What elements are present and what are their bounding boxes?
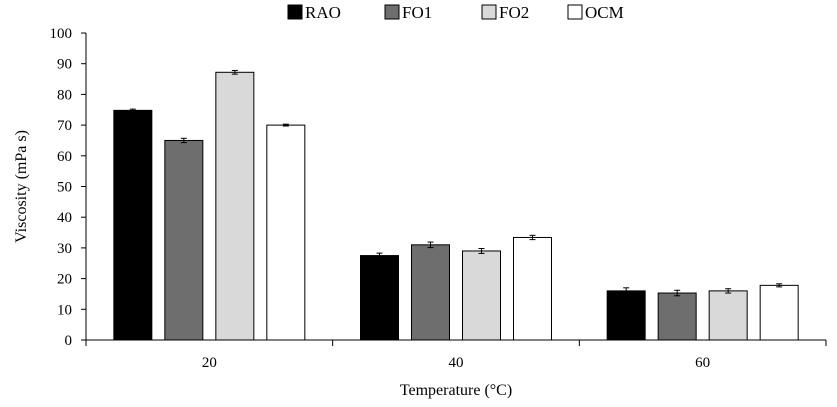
legend-label-rao: RAO xyxy=(305,3,341,22)
x-axis: 20 40 60 xyxy=(85,339,827,371)
y-axis: 0 10 20 30 40 50 60 70 80 90 100 xyxy=(50,26,87,349)
legend-label-ocm: OCM xyxy=(585,3,624,22)
y-tick-label: 60 xyxy=(57,149,72,165)
y-tick-label: 80 xyxy=(57,87,72,103)
bar-rao-60 xyxy=(606,290,646,341)
y-tick-label: 0 xyxy=(65,333,73,349)
x-tick-label: 60 xyxy=(695,355,710,371)
x-tick-label: 40 xyxy=(449,355,464,371)
bar-fo2-40 xyxy=(462,250,501,341)
bar-fo1-20 xyxy=(164,139,204,341)
y-tick-label: 90 xyxy=(57,57,72,73)
legend-label-fo2: FO2 xyxy=(499,3,529,22)
x-axis-title: Temperature (°C) xyxy=(400,382,512,399)
y-tick-label: 70 xyxy=(57,118,72,134)
legend: RAO FO1 FO2 OCM xyxy=(287,3,624,22)
y-tick-label: 10 xyxy=(57,302,72,318)
bars xyxy=(113,69,799,341)
legend-swatch-fo1 xyxy=(384,4,400,20)
bar-ocm-20 xyxy=(266,124,306,341)
bar-fo2-60 xyxy=(708,290,748,341)
y-tick-label: 100 xyxy=(50,26,73,42)
bar-rao-20 xyxy=(113,109,153,341)
legend-swatch-ocm xyxy=(567,4,583,20)
y-tick-label: 30 xyxy=(57,241,72,257)
legend-swatch-rao xyxy=(287,4,303,20)
bar-rao-40 xyxy=(360,255,399,341)
bar-fo1-40 xyxy=(411,244,450,341)
legend-label-fo1: FO1 xyxy=(402,3,432,22)
bar-fo2-20 xyxy=(215,71,255,341)
x-tick-label: 20 xyxy=(202,355,217,371)
y-tick-label: 50 xyxy=(57,180,72,196)
legend-swatch-fo2 xyxy=(481,4,497,20)
y-axis-title: Viscosity (mPa s) xyxy=(13,130,30,243)
y-tick-label: 40 xyxy=(57,210,72,226)
bar-ocm-40 xyxy=(513,236,552,341)
y-tick-label: 20 xyxy=(57,272,72,288)
bar-ocm-60 xyxy=(759,284,799,341)
bar-fo1-60 xyxy=(657,292,697,341)
